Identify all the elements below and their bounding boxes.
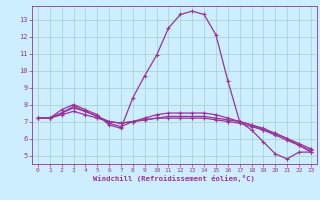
X-axis label: Windchill (Refroidissement éolien,°C): Windchill (Refroidissement éolien,°C) xyxy=(93,175,255,182)
